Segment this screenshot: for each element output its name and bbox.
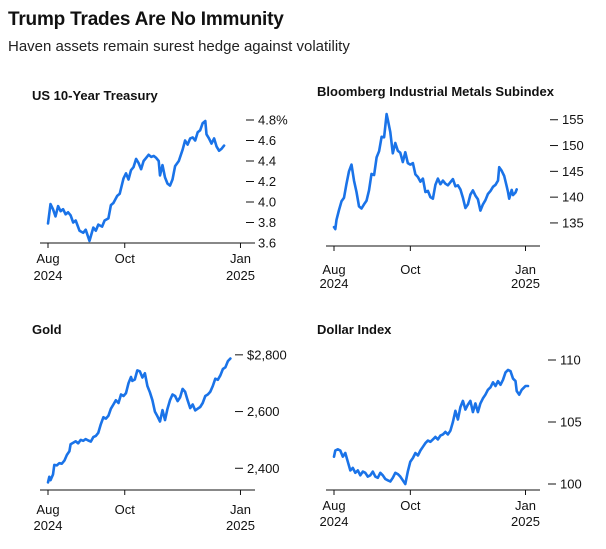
x-tick-sublabel-dollar: 2025 xyxy=(511,514,540,529)
y-tick-label-treasury: 4.2 xyxy=(258,174,276,189)
x-tick-label-dollar: Oct xyxy=(400,498,421,513)
y-tick-label-gold: 2,600 xyxy=(247,404,280,419)
chart-title: Trump Trades Are No Immunity xyxy=(8,9,284,30)
y-tick-label-dollar: 100 xyxy=(560,477,582,492)
y-tick-label-gold: $2,800 xyxy=(247,347,287,362)
y-tick-label-metals: 145 xyxy=(562,164,584,179)
x-tick-label-dollar: Aug xyxy=(322,498,345,513)
chart-subtitle: Haven assets remain surest hedge against… xyxy=(8,38,350,55)
panel-title-dollar: Dollar Index xyxy=(317,322,392,337)
panel-title-gold: Gold xyxy=(32,322,62,337)
chart-treasury: 4.8% 4.6 4.4 4.2 4.0 3.8 3.6 Aug 2024 Oct Jan 2025 xyxy=(34,113,289,284)
y-tick-label-metals: 155 xyxy=(562,112,584,127)
y-tick-label-gold: 2,400 xyxy=(247,461,280,476)
x-tick-label-dollar: Jan xyxy=(515,498,536,513)
y-tick-label-treasury: 3.8 xyxy=(258,215,276,230)
x-tick-label-treasury: Aug xyxy=(36,251,59,266)
x-tick-sublabel-treasury: 2025 xyxy=(226,268,255,283)
y-tick-label-treasury: 4.8% xyxy=(258,113,288,128)
panel-title-treasury: US 10-Year Treasury xyxy=(32,88,158,103)
y-tick-label-metals: 150 xyxy=(562,138,584,153)
y-tick-label-treasury: 4.4 xyxy=(258,154,276,169)
series-line-gold xyxy=(46,357,232,484)
y-tick-label-metals: 140 xyxy=(562,190,584,205)
panel-treasury: US 10-Year Treasury 4.8% 4.6 4.4 4.2 4.0 3.8 3… xyxy=(32,88,289,284)
x-tick-label-treasury: Oct xyxy=(115,251,136,266)
x-tick-sublabel-treasury: 2024 xyxy=(34,268,63,283)
y-tick-label-treasury: 3.6 xyxy=(258,236,276,251)
y-tick-label-treasury: 4.0 xyxy=(258,195,276,210)
y-tick-label-dollar: 105 xyxy=(560,415,582,430)
x-tick-sublabel-metals: 2024 xyxy=(320,276,349,291)
series-line-treasury xyxy=(46,119,226,243)
y-tick-label-treasury: 4.6 xyxy=(258,133,276,148)
x-tick-label-gold: Jan xyxy=(230,502,251,517)
x-tick-sublabel-gold: 2025 xyxy=(226,518,255,533)
x-tick-label-gold: Aug xyxy=(36,502,59,517)
x-tick-sublabel-metals: 2025 xyxy=(511,276,540,291)
series-line-dollar xyxy=(332,368,530,486)
x-tick-label-metals: Jan xyxy=(515,262,536,277)
series-line-metals xyxy=(332,112,518,231)
x-tick-sublabel-dollar: 2024 xyxy=(320,514,349,529)
y-tick-label-dollar: 110 xyxy=(560,353,581,368)
panel-title-metals: Bloomberg Industrial Metals Subindex xyxy=(317,84,554,99)
panel-gold: Gold $2,800 2,600 2,400 Aug 2024 Oct Jan 2025 xyxy=(32,322,287,533)
x-tick-label-metals: Oct xyxy=(400,262,421,277)
x-tick-sublabel-gold: 2024 xyxy=(34,518,63,533)
y-tick-label-metals: 135 xyxy=(562,215,584,230)
x-tick-label-metals: Aug xyxy=(322,262,345,277)
x-tick-label-treasury: Jan xyxy=(230,251,251,266)
x-tick-label-gold: Oct xyxy=(115,502,136,517)
